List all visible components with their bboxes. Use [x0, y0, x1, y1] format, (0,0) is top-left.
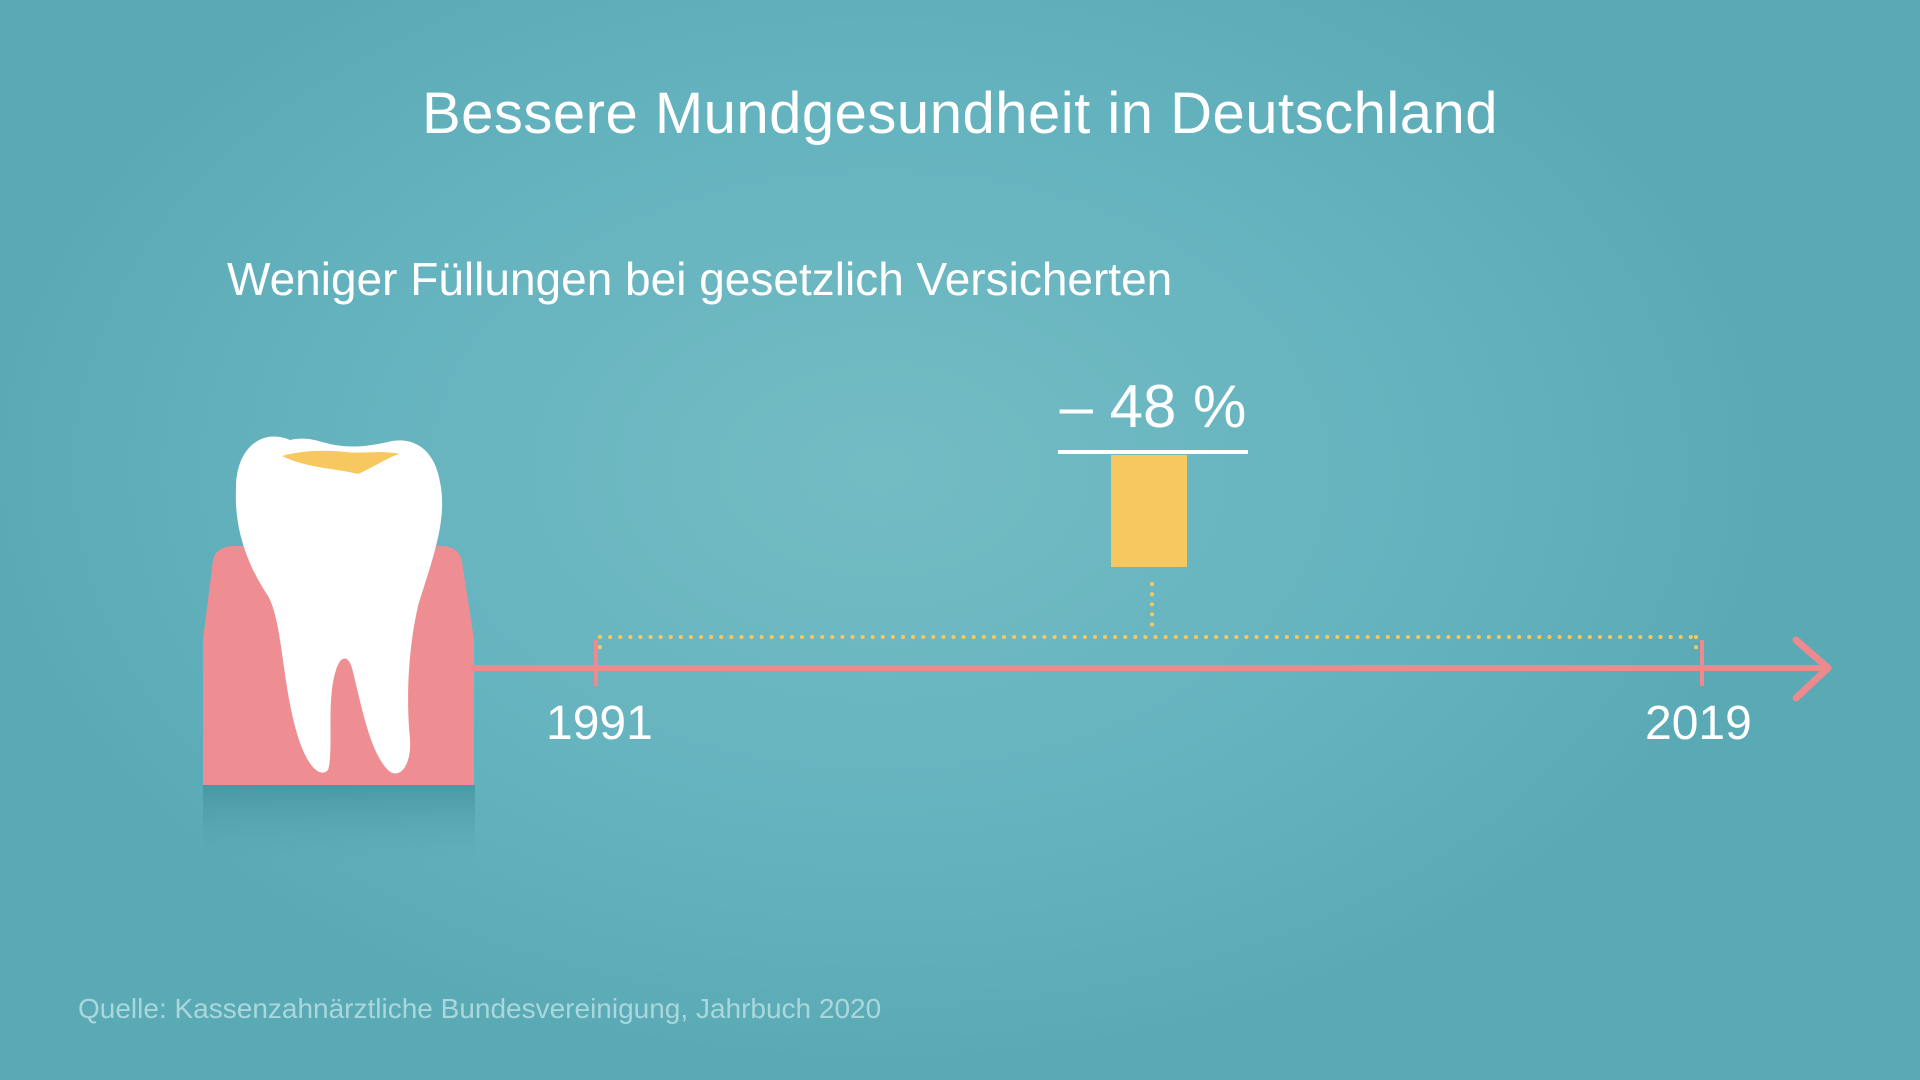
gum-shadow: [203, 785, 475, 865]
dotted-connector: [598, 582, 1698, 650]
source-note: Quelle: Kassenzahnärztliche Bundesverein…: [78, 993, 882, 1024]
percent-underline: [1058, 450, 1248, 454]
subtitle: Weniger Füllungen bei gesetzlich Versich…: [227, 253, 1173, 305]
timeline-arrow-icon: [470, 636, 1832, 702]
page-title: Bessere Mundgesundheit in Deutschland: [421, 81, 1499, 146]
year-label-end: 2019: [1645, 697, 1752, 750]
tooth-icon: [235, 436, 443, 774]
change-bar: [1111, 455, 1187, 567]
year-label-start: 1991: [546, 697, 653, 750]
change-percent-label: – 48 %: [1059, 373, 1247, 440]
